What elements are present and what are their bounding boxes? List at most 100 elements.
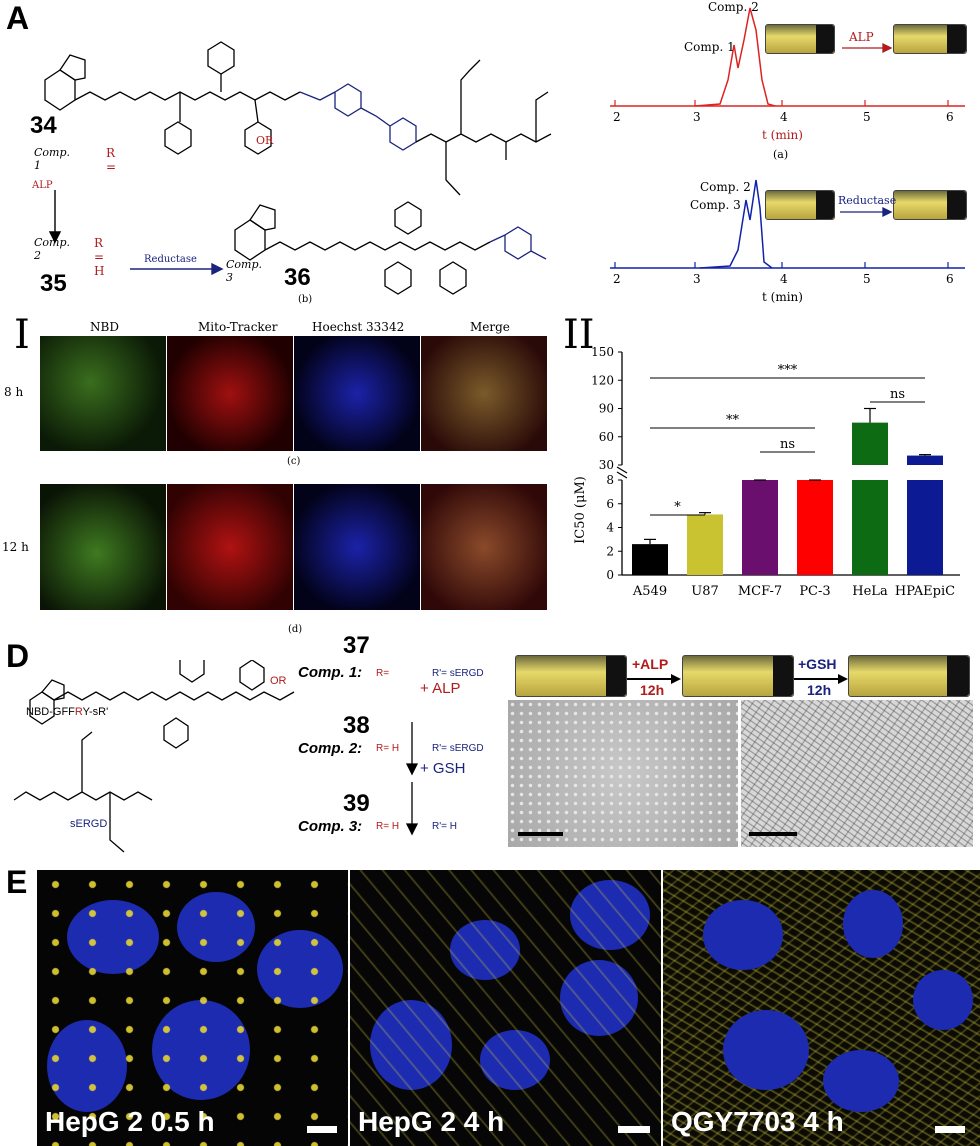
caption-c: (c) <box>287 456 301 467</box>
chrom-a-peak1: Comp. 1 <box>684 40 735 54</box>
compound-number-38: 38 <box>343 712 370 739</box>
arrow-gsh-icon <box>794 674 848 684</box>
micro-mito-8h <box>167 336 293 451</box>
or-substituent: OR <box>256 134 274 147</box>
caption-a: (a) <box>773 148 789 161</box>
bar <box>797 480 833 575</box>
caption-d: (d) <box>288 624 303 635</box>
micro-merge-12h <box>421 484 547 610</box>
x-tick-label: MCF-7 <box>738 584 782 599</box>
row-8h: 8 h <box>4 385 24 399</box>
vial-d-3 <box>848 655 970 697</box>
comp2-r-label: R = H <box>94 236 105 278</box>
micro-nbd-8h <box>40 336 166 451</box>
vial-a-before <box>765 24 835 54</box>
d-r3b: R'= H <box>432 821 457 832</box>
panel-letter-a: A <box>6 0 30 36</box>
sig-a549-u87-label: * <box>674 500 681 515</box>
chemical-structure-34-36 <box>44 41 552 295</box>
sergd-label: sERGD <box>70 818 108 830</box>
chrom-a-xlabel: t (min) <box>762 128 803 142</box>
col-merge: Merge <box>470 320 510 334</box>
chromatograms <box>610 7 965 269</box>
compound-number-36: 36 <box>284 264 311 291</box>
label-qgy7703-4h: QGY7703 4 h <box>671 1106 844 1137</box>
micro-merge-8h <box>421 336 547 451</box>
col-nbd: NBD <box>90 320 119 334</box>
x-tick-label: HeLa <box>852 584 888 599</box>
compound-number-37: 37 <box>343 632 370 659</box>
tube-step1: +ALP <box>632 656 669 672</box>
tube-time1: 12h <box>640 682 665 698</box>
d-r1b: R'= sERGD <box>432 668 484 679</box>
vial-b-before <box>765 190 835 220</box>
panel-letter-e: E <box>6 864 28 900</box>
y-tick-label: 4 <box>606 521 614 535</box>
panel-roman-i: I <box>14 312 30 358</box>
sig-hela-hpaepic-label: ns <box>890 387 905 402</box>
y-tick-label: 30 <box>599 458 614 472</box>
x-tick-label: A549 <box>632 584 667 599</box>
y-tick-label: 90 <box>599 402 614 416</box>
panel-letter-d: D <box>6 638 30 674</box>
comp2-label: Comp. 2 <box>34 236 71 262</box>
row-12h: 12 h <box>2 540 29 554</box>
y-axis-label: IC50 (μM) <box>573 476 588 544</box>
tube-step2: +GSH <box>798 656 837 672</box>
label-hepg2-4h: HepG 2 4 h <box>358 1106 505 1137</box>
peptide-label: NBD-GFFRY-sR' <box>26 706 109 718</box>
bar <box>907 455 943 465</box>
or-substituent-d: OR <box>270 675 287 687</box>
chrom-b-reductase: Reductase <box>838 194 897 207</box>
bar <box>852 480 888 575</box>
d-alp: + ALP <box>420 680 461 697</box>
sig-a549-pc3-label: ** <box>726 413 740 428</box>
label-hepg2-0-5h: HepG 2 0.5 h <box>45 1106 215 1137</box>
panel-roman-ii: II <box>563 312 595 358</box>
d-comp1: Comp. 1: <box>298 664 363 681</box>
vial-a-after <box>893 24 967 54</box>
scalebar-e3 <box>935 1126 965 1133</box>
chrom-b-peak1: Comp. 3 <box>690 198 741 212</box>
y-tick-label: 150 <box>591 345 614 359</box>
d-r3: R= H <box>376 821 400 832</box>
sig-a549-hpaepic-label: *** <box>778 363 798 378</box>
d-r2: R= H <box>376 743 400 754</box>
col-mito: Mito-Tracker <box>198 320 278 334</box>
chrom-b-xlabel: t (min) <box>762 290 803 304</box>
bar <box>852 422 888 465</box>
tem-scalebar-1 <box>518 832 563 836</box>
scalebar-e1 <box>307 1126 337 1133</box>
d-gsh: + GSH <box>420 760 466 777</box>
tube-time2: 12h <box>807 682 832 698</box>
scalebar-e2 <box>618 1126 650 1133</box>
confocal-hepg2-4h: HepG 2 4 h <box>350 870 661 1146</box>
d-comp3: Comp. 3: <box>298 818 363 835</box>
x-tick-label: HPAEpiC <box>895 584 955 599</box>
comp1-r-label: R = <box>106 146 117 174</box>
arrow-alp-icon <box>627 674 681 684</box>
axis-break-mark <box>616 466 628 474</box>
ic50-bar-chart: 0 2 4 6 830 60 90 120 150 IC50 (μM) A549 U87 MCF-7 PC… <box>573 345 960 599</box>
bar <box>907 480 943 575</box>
bar <box>742 480 778 575</box>
bar <box>687 514 723 575</box>
tem-image-nanoparticles <box>508 700 738 847</box>
bar <box>632 544 668 575</box>
comp1-label: Comp. 1 <box>34 146 71 172</box>
chrom-b-peak2: Comp. 2 <box>700 180 751 194</box>
y-tick-label: 120 <box>591 373 614 387</box>
compound-number-39: 39 <box>343 790 370 817</box>
alp-arrow-label: ALP <box>32 180 53 191</box>
chrom-a-peak2: Comp. 2 <box>708 0 759 14</box>
micro-nbd-12h <box>40 484 166 610</box>
y-tick-label: 0 <box>606 568 614 582</box>
vial-b-after <box>893 190 967 220</box>
d-r2b: R'= sERGD <box>432 743 484 754</box>
caption-b: (b) <box>298 294 313 305</box>
y-tick-label: 6 <box>606 497 614 511</box>
micro-hoechst-8h <box>294 336 420 451</box>
chrom-a-alp: ALP <box>849 30 874 44</box>
tem-scalebar-2 <box>749 832 797 836</box>
x-tick-label: PC-3 <box>799 584 830 599</box>
